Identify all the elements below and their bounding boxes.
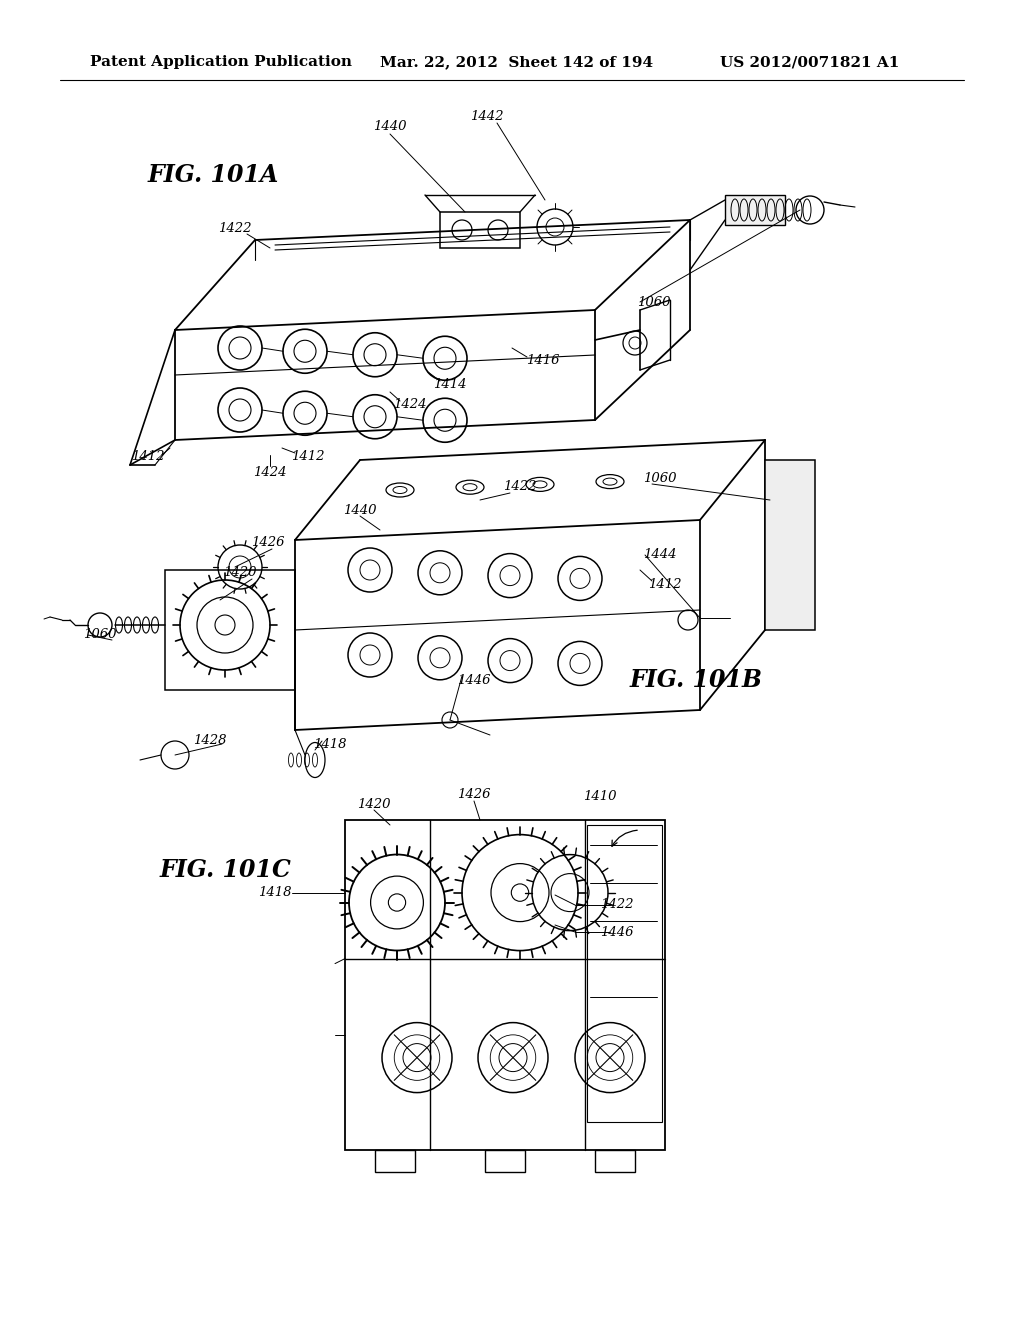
Text: 1422: 1422 bbox=[218, 222, 252, 235]
Text: 1446: 1446 bbox=[600, 925, 634, 939]
Text: FIG. 101A: FIG. 101A bbox=[148, 162, 280, 187]
Text: 1420: 1420 bbox=[357, 797, 391, 810]
Text: 1440: 1440 bbox=[343, 503, 377, 516]
Bar bbox=[375, 1150, 415, 1172]
Text: 1416: 1416 bbox=[526, 354, 560, 367]
Text: FIG. 101B: FIG. 101B bbox=[630, 668, 763, 692]
Bar bbox=[765, 459, 815, 630]
Bar bbox=[345, 820, 665, 1150]
Text: 1418: 1418 bbox=[313, 738, 347, 751]
Text: 1060: 1060 bbox=[637, 296, 671, 309]
Text: 1428: 1428 bbox=[194, 734, 226, 747]
Text: 1426: 1426 bbox=[251, 536, 285, 549]
Text: 1420: 1420 bbox=[223, 566, 257, 579]
Text: 1422: 1422 bbox=[600, 899, 634, 912]
Text: 1444: 1444 bbox=[643, 549, 677, 561]
Bar bbox=[595, 1150, 635, 1172]
Text: 1440: 1440 bbox=[374, 120, 407, 133]
Bar bbox=[587, 825, 662, 1122]
Text: 1060: 1060 bbox=[643, 471, 677, 484]
Text: 1418: 1418 bbox=[258, 887, 292, 899]
Text: 1422: 1422 bbox=[503, 480, 537, 494]
Text: 1426: 1426 bbox=[458, 788, 490, 801]
Text: FIG. 101C: FIG. 101C bbox=[160, 858, 292, 882]
Text: US 2012/0071821 A1: US 2012/0071821 A1 bbox=[720, 55, 899, 69]
Text: Mar. 22, 2012  Sheet 142 of 194: Mar. 22, 2012 Sheet 142 of 194 bbox=[380, 55, 653, 69]
Text: 1412: 1412 bbox=[131, 450, 165, 463]
Text: 1412: 1412 bbox=[291, 450, 325, 463]
Bar bbox=[440, 213, 520, 248]
Text: 1414: 1414 bbox=[433, 379, 467, 392]
Bar bbox=[165, 570, 295, 690]
Text: 1410: 1410 bbox=[584, 791, 616, 804]
Text: 1442: 1442 bbox=[470, 111, 504, 124]
Text: 1424: 1424 bbox=[393, 399, 427, 412]
Text: 1424: 1424 bbox=[253, 466, 287, 479]
Text: 1060: 1060 bbox=[83, 628, 117, 642]
Bar bbox=[485, 1150, 525, 1172]
Text: Patent Application Publication: Patent Application Publication bbox=[90, 55, 352, 69]
Text: 1446: 1446 bbox=[458, 673, 490, 686]
Bar bbox=[725, 195, 785, 224]
Text: 1412: 1412 bbox=[648, 578, 682, 591]
